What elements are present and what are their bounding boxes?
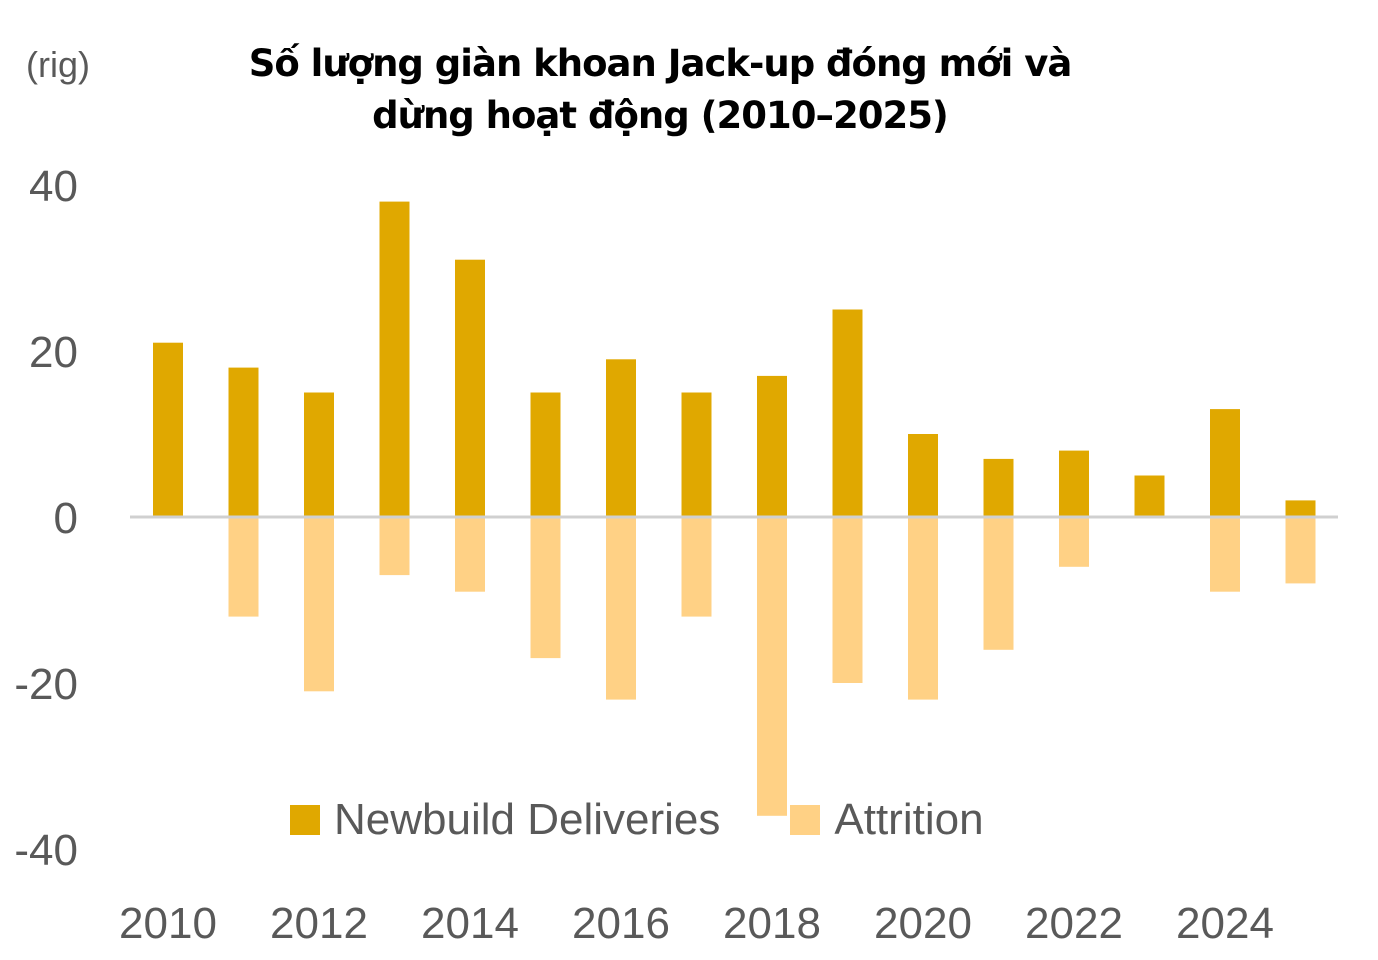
bar-attrition-2017 — [681, 517, 712, 617]
bar-newbuild-2011 — [228, 367, 259, 517]
bar-attrition-2022 — [1059, 517, 1089, 567]
bar-attrition-2024 — [1210, 517, 1240, 592]
bar-newbuild-2016 — [606, 359, 636, 517]
bar-newbuild-2018 — [757, 375, 787, 517]
x-tick-label: 2020 — [874, 899, 972, 948]
bar-attrition-2021 — [983, 517, 1014, 650]
x-tick-label: 2018 — [723, 899, 821, 948]
bar-attrition-2013 — [379, 517, 410, 576]
bar-attrition-2018 — [757, 517, 787, 816]
bar-newbuild-2022 — [1059, 450, 1089, 517]
bar-newbuild-2017 — [681, 392, 712, 517]
legend: Newbuild Deliveries Attrition — [290, 795, 1054, 845]
x-tick-label: 2016 — [572, 899, 670, 948]
bar-attrition-2020 — [908, 517, 938, 700]
x-tick-label: 2022 — [1025, 899, 1123, 948]
bar-attrition-2015 — [530, 517, 561, 659]
y-tick-label: -40 — [14, 826, 78, 875]
bar-newbuild-2024 — [1210, 409, 1240, 517]
bar-newbuild-2020 — [908, 434, 938, 517]
x-tick-label: 2012 — [270, 899, 368, 948]
bar-newbuild-2015 — [530, 392, 561, 517]
legend-label-attrition: Attrition — [834, 795, 984, 844]
legend-swatch-newbuild — [290, 805, 320, 835]
bar-newbuild-2014 — [455, 259, 485, 517]
y-axis-unit-label: (rig) — [26, 44, 90, 85]
legend-item-attrition: Attrition — [790, 795, 984, 845]
bar-attrition-2014 — [455, 517, 485, 592]
bar-newbuild-2025 — [1285, 500, 1316, 517]
x-tick-label: 2010 — [119, 899, 217, 948]
y-tick-label: -20 — [14, 660, 78, 709]
chart-title-line-2: dừng hoạt động (2010–2025) — [372, 94, 949, 137]
y-axis-ticks: 40 20 0 -20 -40 — [14, 162, 78, 875]
chart-title: Số lượng giàn khoan Jack-up đóng mới và … — [160, 38, 1160, 142]
y-tick-label: 40 — [29, 162, 78, 211]
bar-newbuild-2010 — [153, 342, 183, 517]
bar-attrition-2025 — [1285, 517, 1316, 584]
bar-attrition-2011 — [228, 517, 259, 617]
y-tick-label: 20 — [29, 328, 78, 377]
legend-item-newbuild: Newbuild Deliveries — [290, 795, 720, 845]
bar-newbuild-2021 — [983, 458, 1014, 517]
bar-newbuild-2023 — [1134, 475, 1165, 517]
bars — [153, 201, 1316, 816]
legend-swatch-attrition — [790, 805, 821, 835]
y-tick-label: 0 — [54, 494, 78, 543]
x-axis-ticks: 2010 2012 2014 2016 2018 2020 2022 2024 — [119, 899, 1274, 948]
x-tick-label: 2014 — [421, 899, 519, 948]
bar-attrition-2012 — [304, 517, 334, 692]
bar-newbuild-2012 — [304, 392, 334, 517]
x-tick-label: 2024 — [1176, 899, 1274, 948]
chart-title-line-1: Số lượng giàn khoan Jack-up đóng mới và — [248, 42, 1073, 85]
legend-label-newbuild: Newbuild Deliveries — [334, 795, 721, 844]
bar-attrition-2016 — [606, 517, 636, 700]
bar-newbuild-2013 — [379, 201, 410, 517]
bar-newbuild-2019 — [832, 309, 863, 517]
bar-attrition-2019 — [832, 517, 863, 683]
